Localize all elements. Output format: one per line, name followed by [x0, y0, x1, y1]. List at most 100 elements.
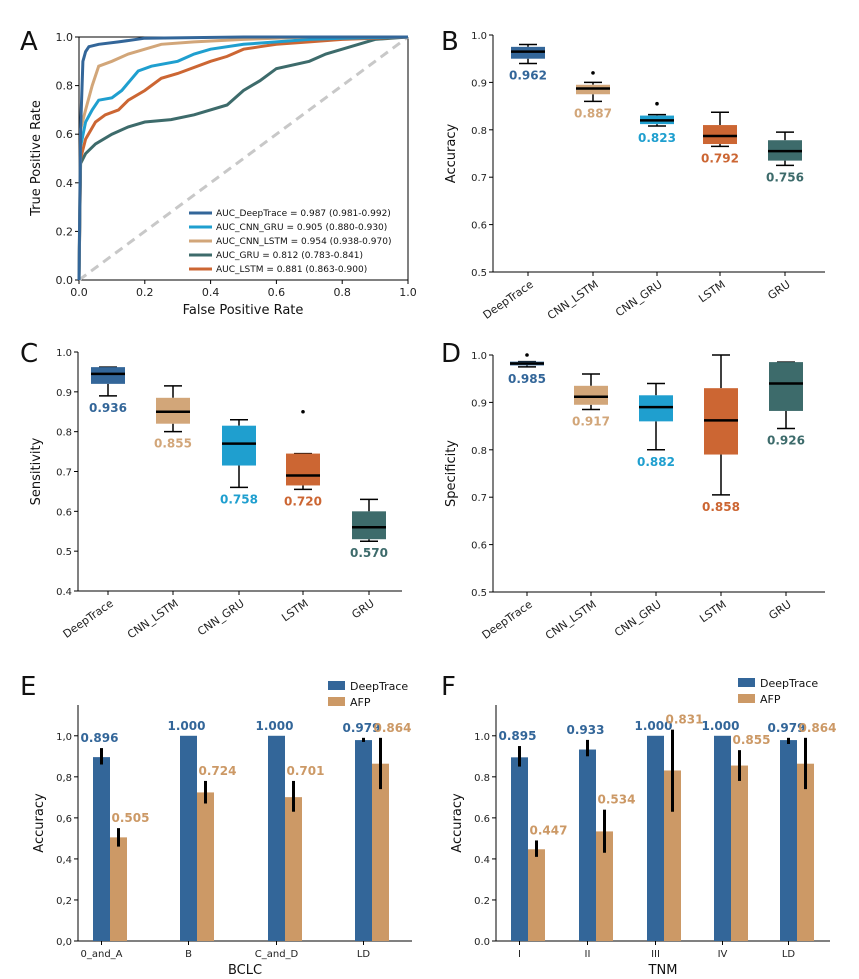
y-tick-label: 0.5 — [56, 547, 72, 558]
x-tick-label: GRU — [766, 598, 793, 623]
bar-value-label: 0.864 — [374, 721, 412, 735]
y-axis-label: Specificity — [444, 440, 459, 507]
y-tick-label: 0.5 — [471, 588, 487, 599]
box-value-label: 0.758 — [220, 492, 258, 506]
roc-curve-gru — [77, 35, 409, 281]
bar-deeptrace — [268, 735, 285, 941]
box-value-label: 0.823 — [638, 131, 676, 145]
x-tick-label: 1.0 — [399, 286, 417, 299]
panel-d-box-chart: 0.5 0.6 0.7 0.8 0.9 1.0 0.985 DeepTrace 0.917 CNN… — [444, 351, 825, 642]
legend-entry: AFP — [760, 693, 781, 706]
outlier-point — [591, 71, 595, 75]
chance-diagonal-line — [78, 35, 409, 282]
y-axis-label: True Positive Rate — [29, 100, 44, 217]
panel-letter-e: E — [20, 672, 36, 702]
roc-curve-cnn_gru — [77, 35, 409, 281]
y-tick-label: 0.6 — [471, 221, 487, 232]
box-cnn_gru: 0.758 — [220, 418, 258, 506]
bar-value-label: 0.979 — [768, 721, 806, 735]
bar-afp — [372, 763, 389, 941]
y-tick-label: 0.6 — [474, 814, 490, 825]
x-tick-label: IV — [718, 949, 728, 960]
y-tick-label: 0,8 — [56, 773, 72, 784]
x-tick-label: 0_and_A — [80, 949, 122, 960]
x-tick-label: 0.4 — [202, 286, 220, 299]
legend-entry: AUC_LSTM = 0.881 (0.863-0.900) — [216, 265, 367, 275]
legend-entry: AUC_GRU = 0.812 (0.783-0.841) — [216, 251, 363, 261]
y-tick-label: 0.8 — [471, 126, 487, 137]
box-value-label: 0.926 — [767, 433, 805, 447]
box-gru: 0.570 — [350, 498, 388, 560]
box-value-label: 0.887 — [574, 106, 612, 120]
panel-f-bar-chart: 0.00.20.40.60.81.0 0.895 0.933 1.000 1.000 0.… — [450, 677, 836, 978]
box-value-label: 0.792 — [701, 151, 739, 165]
bar-afp — [596, 831, 613, 941]
y-tick-label: 0,6 — [56, 814, 72, 825]
box-value-label: 0.917 — [572, 415, 610, 429]
bar-afp — [797, 763, 814, 941]
y-tick-label: 1.0 — [56, 31, 74, 44]
box-value-label: 0.936 — [89, 401, 127, 415]
x-tick-label: LD — [782, 949, 796, 960]
bar-afp — [285, 797, 302, 941]
x-tick-label: CNN_LSTM — [125, 597, 181, 641]
y-tick-label: 0.8 — [56, 80, 74, 93]
box-value-label: 0.756 — [766, 170, 804, 184]
x-tick-label: III — [651, 949, 660, 960]
legend-entry: AUC_CNN_LSTM = 0.954 (0.938-0.970) — [216, 237, 391, 247]
bar-value-label: 0.864 — [799, 721, 837, 735]
outlier-point — [655, 101, 659, 106]
roc-curve-cnn_lstm — [77, 35, 408, 281]
y-tick-label: 0.9 — [471, 398, 487, 409]
box-value-label: 0.720 — [284, 494, 322, 508]
box-gru: 0.926 — [767, 361, 805, 447]
bar-value-label: 1.000 — [635, 719, 673, 733]
x-tick-label: I — [518, 949, 521, 960]
box-value-label: 0.855 — [154, 437, 192, 451]
y-tick-label: 0.2 — [474, 896, 490, 907]
panel-a-roc-chart: 0.0 0.2 0.4 0.6 0.8 1.0 0.0 0.2 0.4 0.6 0.8 1.0 AUC_… — [29, 31, 417, 318]
legend-entry: AUC_DeepTrace = 0.987 (0.981-0.992) — [216, 209, 391, 219]
legend-entry: DeepTrace — [760, 677, 818, 690]
x-tick-label: DeepTrace — [61, 597, 116, 641]
panel-letter-d: D — [441, 339, 461, 369]
x-tick-label: DeepTrace — [480, 598, 535, 642]
legend-swatch — [328, 697, 345, 706]
box-value-label: 0.570 — [350, 546, 388, 560]
bar-value-label: 0.933 — [567, 723, 605, 737]
panel-b-box-chart: 0.5 0.6 0.7 0.8 0.9 1.0 0.962 DeepTrace 0.887 CNN… — [444, 31, 825, 322]
box-cnn_lstm: 0.855 — [154, 385, 192, 451]
box-iqr — [91, 367, 125, 384]
bar-value-label: 0.979 — [343, 721, 381, 735]
x-axis-label: BCLC — [228, 963, 262, 978]
bar-afp — [731, 765, 748, 941]
bar-value-label: 0.896 — [81, 731, 119, 745]
x-tick-label: 0.2 — [136, 286, 154, 299]
legend-entry: AFP — [350, 696, 371, 709]
y-tick-label: 0.4 — [56, 587, 72, 598]
box-cnn_gru: 0.882 — [637, 382, 675, 469]
y-tick-label: 0.4 — [56, 177, 74, 190]
panel-letter-a: A — [20, 27, 38, 57]
box-value-label: 0.985 — [508, 372, 546, 386]
bar-value-label: 0.505 — [112, 811, 150, 825]
x-tick-label: CNN_GRU — [612, 598, 664, 640]
box-cnn_lstm: 0.887 — [574, 71, 612, 120]
box-deeptrace: 0.936 — [89, 366, 127, 415]
y-tick-label: 0.0 — [56, 274, 74, 287]
y-tick-label: 0,2 — [56, 896, 72, 907]
y-tick-label: 0,0 — [56, 937, 72, 948]
box-gru: 0.756 — [766, 131, 804, 184]
y-tick-label: 1.0 — [471, 31, 487, 42]
x-tick-label: 0.8 — [333, 286, 351, 299]
box-value-label: 0.962 — [509, 68, 547, 82]
x-tick-label: CNN_LSTM — [543, 598, 599, 642]
box-deeptrace: 0.985 — [508, 353, 546, 386]
bar-deeptrace — [355, 740, 372, 941]
bar-value-label: 0.447 — [530, 823, 568, 837]
bar-deeptrace — [180, 735, 197, 941]
box-iqr — [286, 453, 320, 486]
y-tick-label: 0.5 — [471, 268, 487, 279]
y-tick-label: 0.7 — [471, 493, 487, 504]
bar-value-label: 1.000 — [702, 719, 740, 733]
